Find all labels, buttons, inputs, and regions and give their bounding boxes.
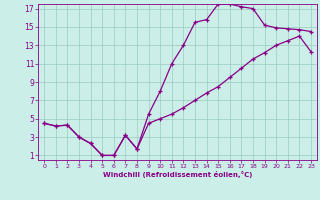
X-axis label: Windchill (Refroidissement éolien,°C): Windchill (Refroidissement éolien,°C) (103, 171, 252, 178)
